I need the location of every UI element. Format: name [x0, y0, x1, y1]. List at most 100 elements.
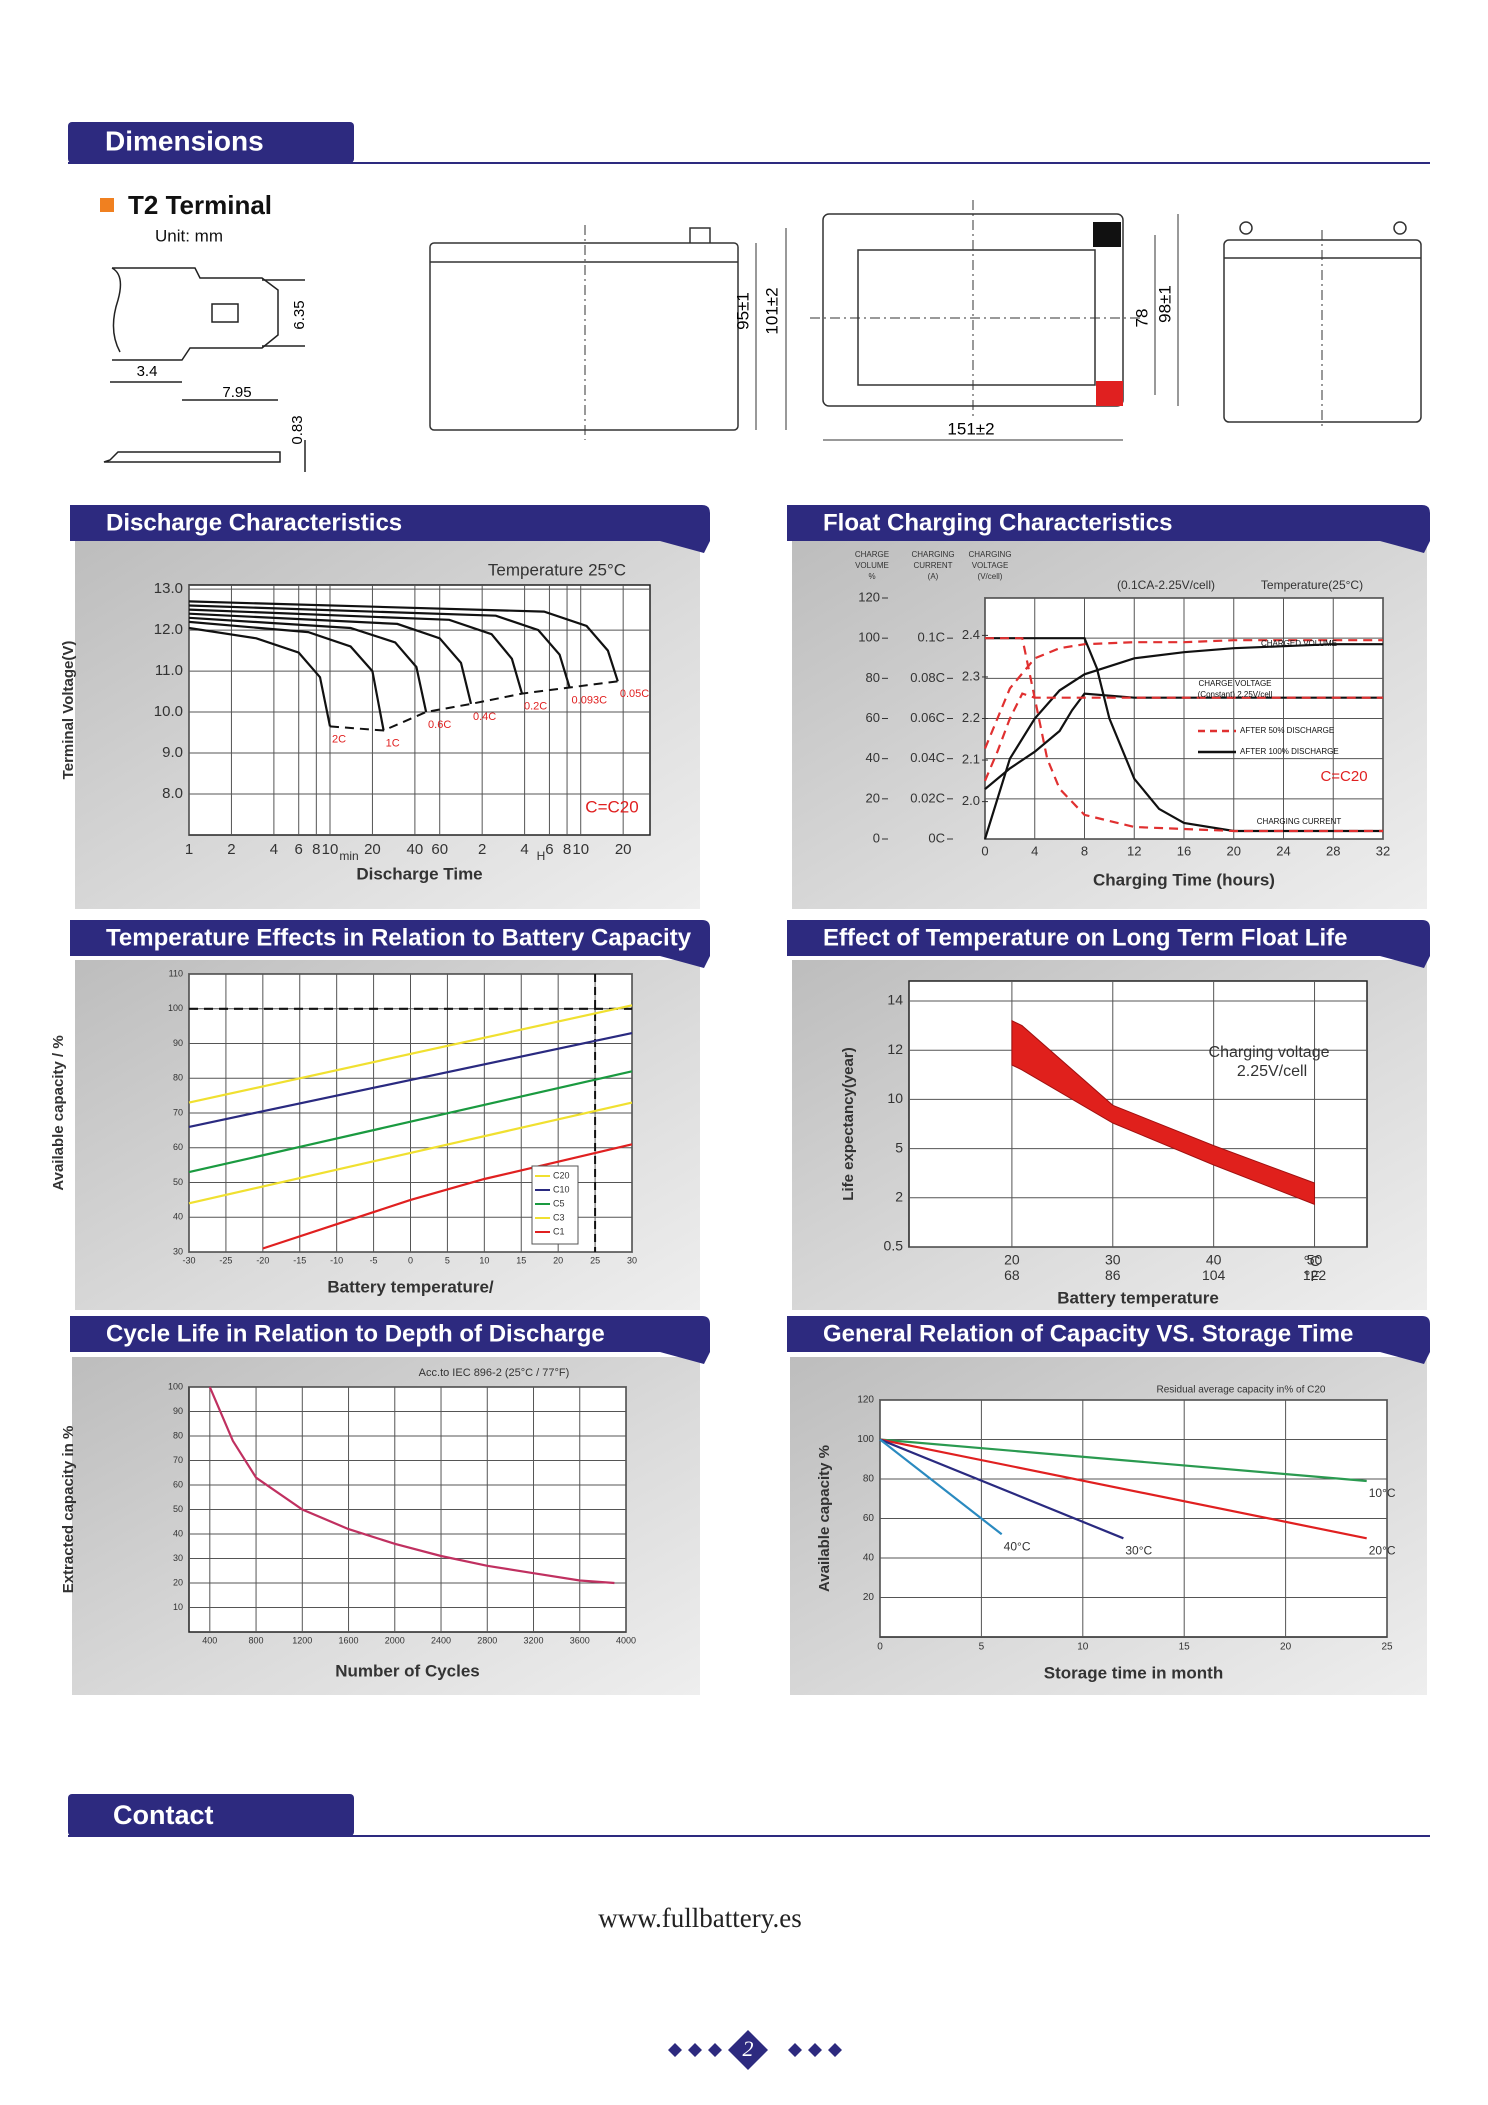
y-tick-label: 0.04C [910, 750, 945, 765]
y-axis-label: Terminal Voltage(V) [60, 641, 77, 780]
y-tick-label: 0.5 [884, 1238, 904, 1254]
series-label: 0.6C [428, 719, 451, 731]
terminal-outline [111, 267, 279, 361]
chart-title: Effect of Temperature on Long Term Float… [823, 924, 1347, 951]
x-tick-label: 28 [1326, 843, 1340, 858]
y-tick-label: 8.0 [162, 785, 183, 802]
annotation: H [537, 849, 546, 863]
x-tick-label: 2 [478, 841, 486, 858]
y-tick-label: 90 [173, 1038, 183, 1048]
x-tick-label-f: 122 [1303, 1267, 1327, 1283]
plot-area [908, 980, 1368, 1248]
terminal [1393, 221, 1407, 235]
annotation: Temperature(25°C) [1261, 578, 1363, 592]
x-tick-label: 12 [1127, 843, 1141, 858]
dim-label: 7.95 [222, 384, 251, 401]
x-tick-label: 0 [408, 1255, 413, 1265]
y-tick-label: 0.06C [910, 710, 945, 725]
x-tick-label: 1600 [339, 1635, 359, 1645]
chart: Effect of Temperature on Long Term Float… [787, 920, 1430, 1310]
legend-label: AFTER 50% DISCHARGE [1240, 726, 1334, 735]
y-tick-label: 30 [173, 1553, 183, 1563]
y-tick-label: 120 [858, 589, 880, 604]
x-tick-label: 2000 [385, 1635, 405, 1645]
x-tick-label: -10 [330, 1255, 343, 1265]
chart: Cycle Life in Relation to Depth of Disch… [60, 1316, 710, 1695]
x-tick-label: 5 [445, 1255, 450, 1265]
y-axis-label: Available capacity % [816, 1445, 833, 1592]
y-tick-label: 70 [173, 1455, 183, 1465]
x-tick-label: 40 [407, 841, 424, 858]
x-tick-label: 16 [1177, 843, 1191, 858]
page-number: 2 [668, 2030, 842, 2070]
series-line [983, 692, 1383, 782]
x-tick-label: -5 [370, 1255, 378, 1265]
y-tick-label: 0.1C [918, 630, 945, 645]
panel-header [70, 920, 710, 968]
y-tick-label: 14 [887, 992, 903, 1008]
x-tick-label: 20 [1004, 1252, 1020, 1268]
chart: General Relation of Capacity VS. Storage… [787, 1316, 1430, 1695]
x-tick-label: 4000 [616, 1635, 636, 1645]
series-line [985, 637, 1383, 833]
series-label: 0.2C [524, 701, 547, 713]
dim-label: 0.83 [289, 415, 306, 444]
x-tick-label: 3200 [523, 1635, 543, 1645]
x-tick-label: 60 [431, 841, 448, 858]
y-tick-label: 100 [168, 1003, 183, 1013]
bullet [100, 198, 114, 212]
annotation: C=C20 [1320, 768, 1367, 785]
series-label: 30°C [1125, 1543, 1152, 1557]
chart-title: Cycle Life in Relation to Depth of Disch… [106, 1320, 605, 1347]
header-bar [68, 1794, 354, 1836]
y-tick-label: 30 [173, 1246, 183, 1256]
annotation: (Constant) 2.25V/cell [1198, 690, 1273, 699]
dim-label: 3.4 [137, 363, 158, 380]
axis-title: (V/cell) [978, 572, 1003, 581]
series-line [188, 608, 524, 694]
dim-label: 98±1 [1155, 285, 1174, 323]
x-tick-label: 0 [981, 843, 988, 858]
plot-area [188, 584, 651, 836]
y-tick-label: 2 [895, 1189, 903, 1205]
x-tick-label: 10 [479, 1255, 489, 1265]
x-tick-label: 20 [1280, 1642, 1292, 1653]
page-number-text: 2 [743, 2036, 754, 2061]
series-line [879, 1438, 1367, 1540]
x-tick-label: 25 [1381, 1642, 1393, 1653]
y-tick-label: 20 [863, 1592, 875, 1603]
axis-title: CURRENT [913, 561, 952, 570]
series-line [879, 1438, 1003, 1536]
x-tick-label: 8 [312, 841, 320, 858]
series-label: 10°C [1369, 1486, 1396, 1500]
dim-label: 6.35 [291, 300, 308, 329]
series-line [188, 620, 385, 731]
panel-header [787, 920, 1430, 968]
y-tick-label: 40 [173, 1212, 183, 1222]
y-tick-label: 80 [173, 1073, 183, 1083]
x-tick-label: 30 [1105, 1252, 1121, 1268]
life-band [1011, 1019, 1315, 1206]
dim-label: 95±1 [733, 292, 752, 330]
y-tick-label: 80 [173, 1430, 183, 1440]
legend-label: AFTER 100% DISCHARGE [1240, 747, 1339, 756]
x-tick-label: 2800 [477, 1635, 497, 1645]
x-tick-label: 20 [615, 841, 632, 858]
x-tick-label-f: 86 [1105, 1267, 1121, 1283]
y-tick-label: 0 [873, 830, 880, 845]
x-tick-label: 4 [1031, 843, 1038, 858]
ornament [668, 2043, 842, 2057]
y-tick-label: 110 [169, 968, 183, 978]
series-line [985, 637, 1383, 833]
chart-title: Float Charging Characteristics [823, 509, 1172, 536]
series-label: 2C [332, 733, 346, 745]
series-label: 0.4C [473, 711, 496, 723]
y-tick-label: 10.0 [154, 703, 183, 720]
x-tick-label: 400 [202, 1635, 217, 1645]
series-label: 1C [386, 737, 400, 749]
page-badge [728, 2030, 768, 2070]
y-tick-label: 2.4 [962, 627, 980, 642]
series-line [262, 1143, 633, 1250]
y-tick-label: 60 [866, 710, 880, 725]
